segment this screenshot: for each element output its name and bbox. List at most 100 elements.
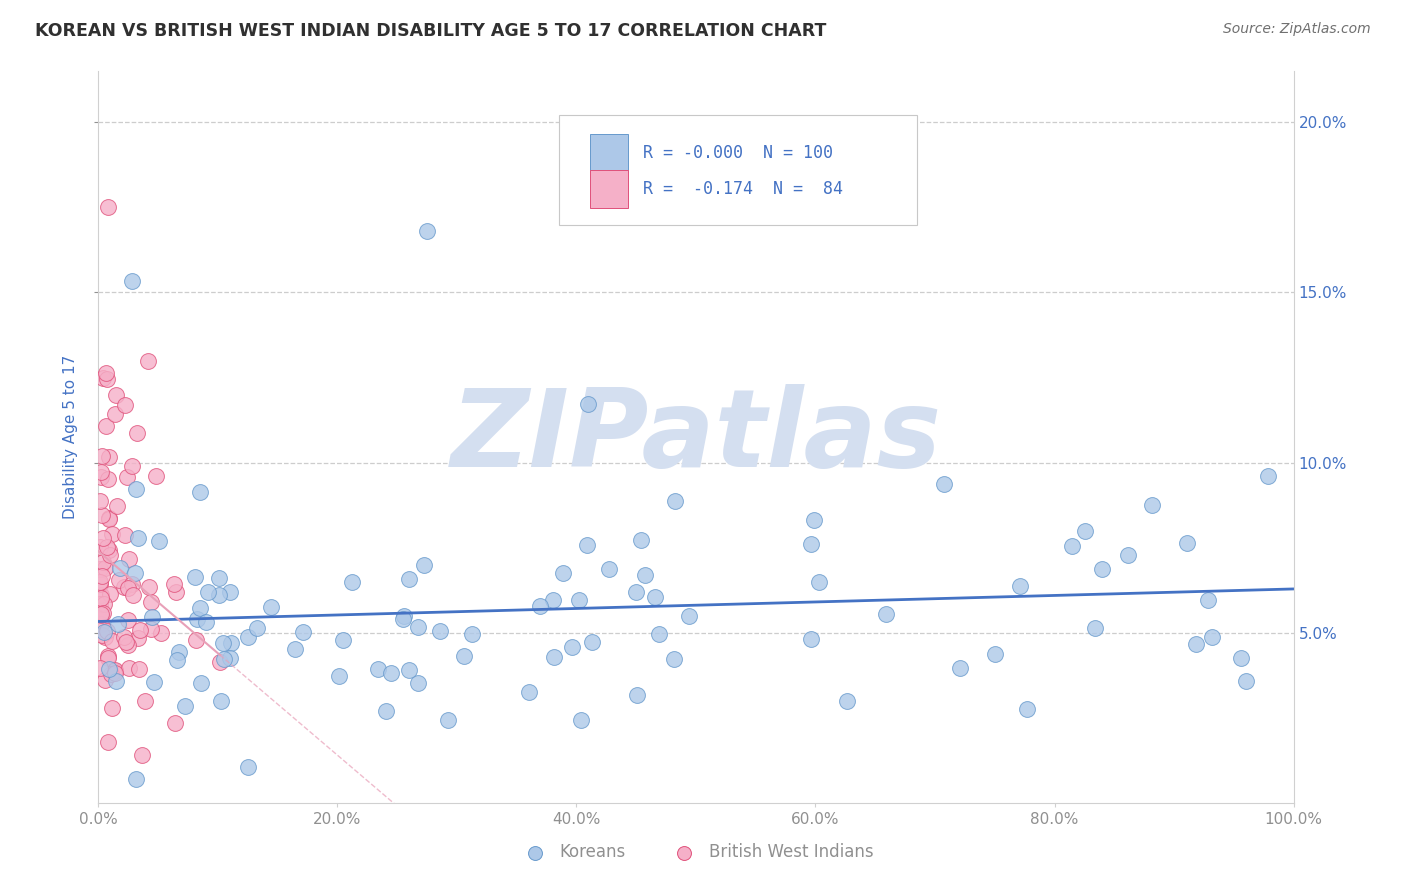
Point [125,482,148,496]
Point [328,669,350,683]
Point [183,570,205,584]
Point [89,598,111,612]
Point [91,628,114,642]
Point [105,673,128,688]
Point [118,551,141,566]
Point [212,636,235,650]
Point [98,548,121,562]
Point [208,655,231,669]
Point [374,704,396,718]
Point [284,641,307,656]
Point [110,561,132,575]
Point [94,418,117,433]
Point [96,540,118,554]
Point [94,630,117,644]
Point [93,597,115,611]
Point [453,648,475,663]
Point [96,648,118,663]
Point [125,772,148,786]
Point [97,734,120,748]
Point [340,574,363,589]
Point [236,630,259,644]
Point [246,622,269,636]
Point [90,470,112,484]
Point [112,580,135,594]
Point [100,700,122,714]
Point [568,593,591,607]
Point [121,459,143,474]
Point [121,577,143,591]
Point [648,626,671,640]
Y-axis label: Disability Age 5 to 17: Disability Age 5 to 17 [63,355,79,519]
Point [104,664,127,678]
Point [406,676,429,690]
Point [571,714,593,728]
Point [197,584,219,599]
Point [93,624,115,639]
Point [100,634,122,648]
Point [117,581,139,595]
Point [131,748,153,763]
Point [644,590,666,604]
Point [332,633,354,648]
Point [90,607,112,622]
Point [260,599,283,614]
Point [437,714,460,728]
Point [97,201,120,215]
Point [124,566,146,580]
Point [127,531,149,545]
Point [800,632,823,647]
Point [105,499,128,513]
Point [141,610,163,624]
Point [406,620,429,634]
Point [576,538,599,552]
Point [115,635,138,649]
Point [163,716,186,731]
Point [186,632,208,647]
Point [209,693,232,707]
Point [98,587,121,601]
Point [89,661,111,675]
Point [561,640,583,654]
Point [142,675,165,690]
Point [598,562,620,576]
Point [392,612,415,626]
Point [166,653,188,667]
Point [90,591,112,605]
Point [91,606,114,620]
Point [90,569,112,583]
Point [429,624,451,639]
Point [174,699,197,714]
Point [1015,702,1038,716]
Point [114,528,136,542]
Point [127,631,149,645]
Point [138,580,160,594]
Text: R =  -0.174  N =  84: R = -0.174 N = 84 [644,180,844,198]
Point [678,609,700,624]
Point [630,533,652,547]
Point [949,661,972,675]
Point [98,662,121,676]
Point [634,568,657,582]
Point [413,558,436,572]
Point [91,556,114,570]
Point [398,572,420,586]
Point [292,624,315,639]
Point [89,562,111,576]
Point [188,485,211,500]
Point [134,694,156,708]
Point [1062,539,1084,553]
Point [90,607,112,621]
Point [97,511,120,525]
Point [195,615,218,629]
Point [91,508,114,522]
Point [101,527,124,541]
Point [188,601,211,615]
Point [553,566,575,581]
Point [167,644,190,658]
Point [141,595,163,609]
Point [89,494,111,508]
Point [115,469,138,483]
Point [875,607,897,621]
Point [1175,536,1198,550]
